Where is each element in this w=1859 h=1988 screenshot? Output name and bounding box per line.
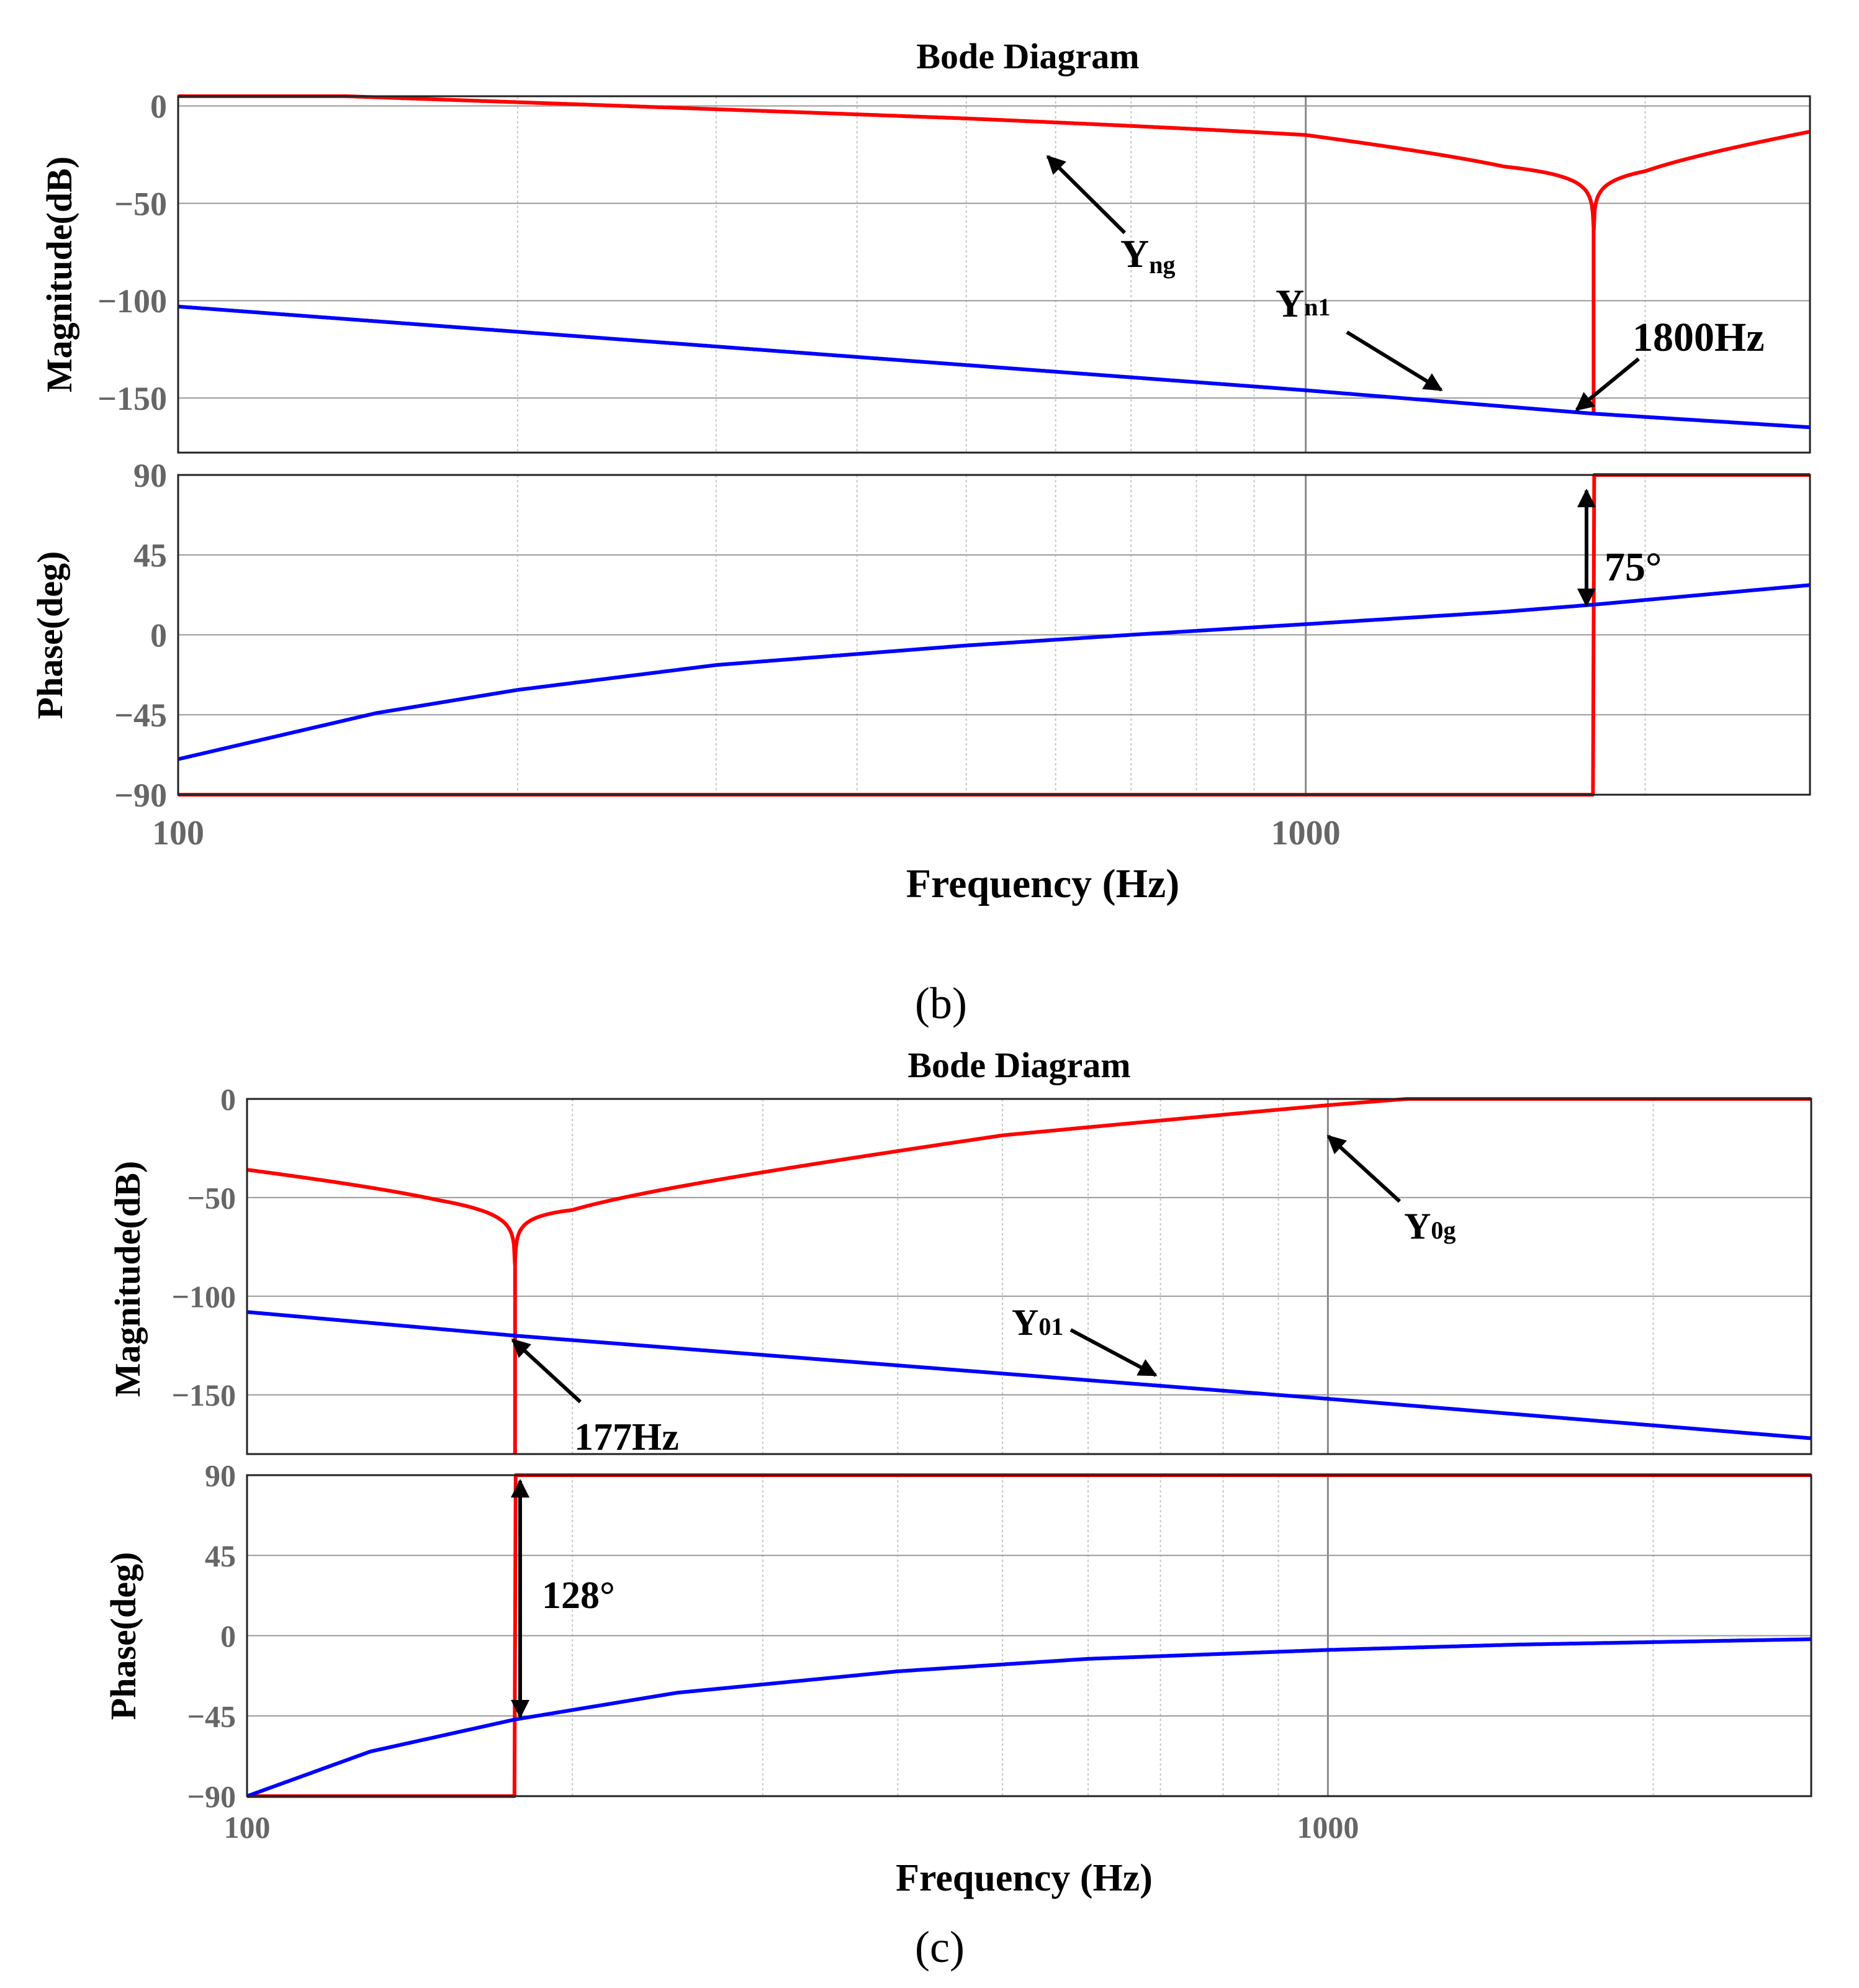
y-tick-label: 90 bbox=[205, 1458, 236, 1493]
y-tick-label: 90 bbox=[133, 457, 167, 494]
y-tick-label: −150 bbox=[97, 380, 167, 417]
panel-b-magnitude-ylabel: Magnitude(dB) bbox=[39, 156, 79, 392]
y-tick-label: −45 bbox=[187, 1699, 236, 1733]
y-tick-label: −90 bbox=[114, 777, 167, 814]
x-tick-label: 1000 bbox=[1297, 1810, 1359, 1845]
panel-c-magnitude-grid bbox=[247, 1099, 1811, 1454]
panel-b-magnitude-lines bbox=[177, 94, 1811, 430]
x-tick-label: 1000 bbox=[1271, 814, 1341, 852]
panel-c-phase-ticks: 90 45 0 −45 −90 bbox=[187, 1458, 236, 1814]
panel-c-magnitude-frame bbox=[246, 1098, 1812, 1455]
panel-c-caption: (c) bbox=[915, 1922, 965, 1972]
series-Yn1-ph bbox=[177, 583, 1811, 761]
y-tick-label: 0 bbox=[150, 88, 167, 125]
panel-c: Bode Diagram 0−50−100−150 Magnitude(dB) … bbox=[103, 1045, 1812, 1972]
panel-b-1800hz-label: 1800Hz bbox=[1632, 315, 1765, 360]
panel-c-177hz-arrow bbox=[511, 1338, 582, 1404]
panel-b-angle-label: 75° bbox=[1605, 544, 1662, 590]
panel-b-magnitude-grid bbox=[178, 96, 1810, 453]
panel-c-angle-label: 128° bbox=[542, 1575, 615, 1617]
panel-b-magnitude-frame bbox=[177, 95, 1811, 454]
panel-b-title: Bode Diagram bbox=[916, 36, 1139, 76]
panel-b-phase-ticks: 90 45 0 −45 −90 bbox=[114, 457, 167, 814]
panel-b-yng-label: Yng bbox=[1120, 232, 1175, 279]
panel-b-yng-arrow bbox=[1046, 155, 1127, 235]
series-Yn1-mag bbox=[177, 304, 1811, 430]
panel-b-xlabel: Frequency (Hz) bbox=[906, 861, 1180, 906]
panel-b-phase-frame bbox=[177, 474, 1811, 796]
panel-c-phase-frame bbox=[246, 1474, 1812, 1797]
panel-c-magnitude-ylabel: Magnitude(dB) bbox=[107, 1161, 148, 1397]
panel-c-title: Bode Diagram bbox=[907, 1045, 1130, 1085]
panel-c-y01-label: Y01 bbox=[1012, 1302, 1063, 1343]
series-Y0g-mag bbox=[246, 1097, 1812, 1266]
y-tick-label: 0 bbox=[150, 617, 167, 654]
y-tick-label: 0 bbox=[220, 1619, 236, 1653]
panel-b-xticks: 100 1000 bbox=[152, 814, 1341, 852]
y-tick-label: −50 bbox=[114, 185, 167, 222]
panel-c-177hz-label: 177Hz bbox=[574, 1416, 679, 1458]
panel-c-magnitude-ticks: 0 −50 −100 −150 bbox=[172, 1082, 236, 1413]
y-tick-label: −100 bbox=[172, 1279, 236, 1314]
panel-c-xlabel: Frequency (Hz) bbox=[896, 1857, 1153, 1899]
panel-c-xticks: 100 1000 bbox=[224, 1810, 1359, 1845]
y-tick-label: 45 bbox=[133, 537, 167, 574]
x-tick-label: 100 bbox=[224, 1810, 271, 1845]
y-tick-label: −100 bbox=[97, 282, 167, 320]
panel-b-magnitude-ticks: 0 −50 −100 −150 bbox=[97, 88, 167, 417]
panel-c-phase-ylabel: Phase(deg) bbox=[103, 1552, 143, 1720]
y-tick-label: −50 bbox=[187, 1180, 236, 1215]
panel-b: Bode Diagram 0−50−100−150 Magnitude(dB) … bbox=[30, 36, 1811, 1028]
series-Yng-mag bbox=[177, 94, 1811, 232]
y-tick-label: −150 bbox=[172, 1378, 236, 1412]
panel-b-phase-grid bbox=[178, 475, 1810, 795]
panel-c-y0g-arrow bbox=[1326, 1134, 1402, 1203]
y-tick-label: −90 bbox=[187, 1779, 236, 1814]
panel-b-1800hz-arrow bbox=[1575, 357, 1640, 412]
panel-b-yn1-arrow bbox=[1346, 330, 1443, 392]
series-Y01-ph bbox=[246, 1637, 1812, 1798]
panel-b-caption: (b) bbox=[915, 978, 967, 1028]
series-Y01-mag bbox=[246, 1310, 1812, 1440]
y-tick-label: 0 bbox=[220, 1082, 236, 1117]
y-tick-label: −45 bbox=[114, 697, 167, 734]
panel-c-y0g-label: Y0g bbox=[1404, 1206, 1456, 1247]
x-tick-label: 100 bbox=[152, 814, 204, 852]
panel-c-y01-arrow bbox=[1069, 1328, 1158, 1377]
panel-c-magnitude-lines bbox=[246, 1097, 1812, 1454]
panel-c-phase-grid bbox=[247, 1475, 1811, 1796]
panel-b-phase-ylabel: Phase(deg) bbox=[30, 551, 70, 720]
panel-b-yn1-label: Yn1 bbox=[1276, 281, 1330, 325]
y-tick-label: 45 bbox=[205, 1538, 236, 1573]
